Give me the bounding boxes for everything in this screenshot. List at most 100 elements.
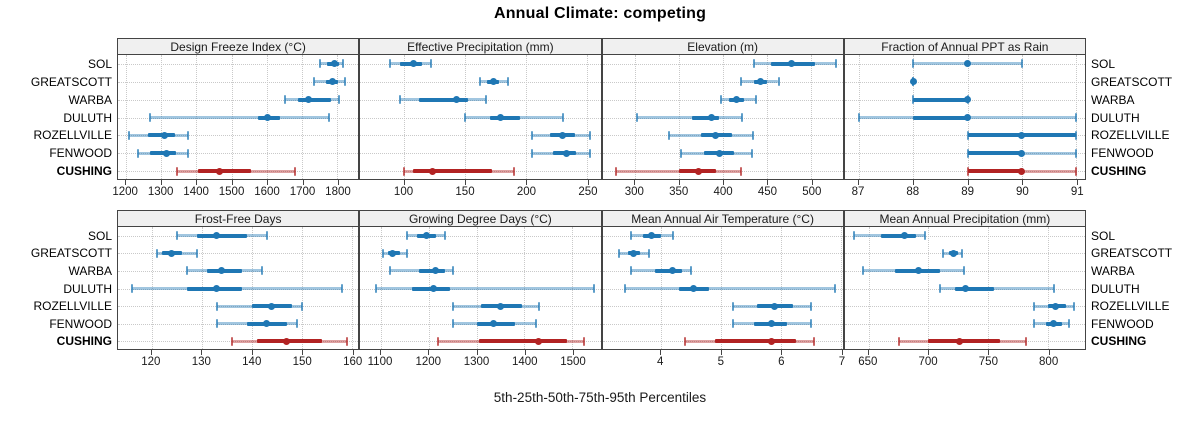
median-dot-50th bbox=[559, 131, 567, 139]
x-axis: 300 350 400 450 500 bbox=[602, 180, 844, 206]
horizontal-gridline bbox=[602, 253, 843, 255]
x-axis-tick-label: 1800 bbox=[325, 186, 351, 198]
x-axis-tick-mark bbox=[781, 350, 783, 355]
median-dot-50th bbox=[716, 149, 724, 157]
median-dot-50th bbox=[961, 285, 969, 292]
horizontal-gridline bbox=[360, 306, 601, 308]
whisker-cap-95th bbox=[506, 77, 509, 87]
x-axis-tick-label: 800 bbox=[1039, 356, 1059, 368]
whisker-cap-5th bbox=[941, 248, 944, 258]
interquartile-bar-25-75 bbox=[654, 268, 682, 273]
row2-left-labels: SOL GREATSCOTT WARBA DULUTH ROZELLVILLE FENWO… bbox=[0, 227, 112, 350]
x-axis-tick-mark bbox=[465, 180, 466, 185]
panel-plot-area bbox=[359, 55, 602, 180]
horizontal-gridline bbox=[844, 135, 1085, 137]
whisker-cap-95th bbox=[195, 248, 198, 258]
category-label-cushing: CUSHING bbox=[56, 164, 112, 179]
vertical-gridline bbox=[126, 55, 128, 179]
horizontal-gridline bbox=[602, 306, 843, 308]
panel-plot-area bbox=[843, 55, 1086, 180]
vertical-gridline bbox=[660, 227, 662, 349]
whisker-cap-95th bbox=[535, 319, 538, 329]
horizontal-gridline bbox=[360, 253, 601, 255]
row2-right-labels: SOL GREATSCOTT WARBA DULUTH ROZELLVILLE FENWO… bbox=[1091, 227, 1200, 350]
interquartile-bar-25-75 bbox=[913, 115, 968, 120]
panel-design-freeze-index-c: Design Freeze Index (°C) 1200 1300 1400 1500… bbox=[112, 38, 360, 208]
panel-plot-area bbox=[601, 55, 844, 180]
whisker-cap-95th bbox=[1020, 59, 1023, 69]
whisker-cap-95th bbox=[406, 248, 409, 258]
x-axis-tick-mark bbox=[634, 180, 636, 185]
median-dot-50th bbox=[453, 96, 461, 104]
median-dot-50th bbox=[708, 114, 716, 121]
median-dot-50th bbox=[428, 167, 436, 175]
interquartile-bar-25-75 bbox=[196, 233, 247, 238]
vertical-gridline bbox=[1047, 227, 1049, 349]
x-axis-tick-label: 350 bbox=[669, 186, 689, 198]
horizontal-gridline bbox=[118, 153, 359, 155]
horizontal-gridline bbox=[360, 235, 601, 237]
median-dot-50th bbox=[489, 320, 497, 328]
x-axis-tick-label: 89 bbox=[961, 186, 975, 198]
interquartile-bar-25-75 bbox=[714, 339, 796, 344]
median-dot-50th bbox=[901, 232, 908, 240]
horizontal-gridline bbox=[844, 253, 1085, 255]
x-axis-tick-mark bbox=[231, 180, 233, 185]
category-label-cushing: CUSHING bbox=[1091, 164, 1147, 179]
whisker-cap-95th bbox=[444, 231, 447, 241]
whisker-cap-5th bbox=[176, 166, 179, 176]
x-axis-tick-mark bbox=[403, 180, 405, 185]
interquartile-bar-25-75 bbox=[478, 339, 568, 344]
median-dot-50th bbox=[1051, 302, 1059, 310]
vertical-gridline bbox=[301, 55, 303, 179]
x-axis-tick-mark bbox=[1022, 180, 1024, 185]
vertical-gridline bbox=[161, 55, 163, 179]
whisker-cap-5th bbox=[912, 59, 915, 69]
whisker-cap-95th bbox=[647, 248, 650, 258]
median-dot-50th bbox=[630, 249, 638, 257]
x-axis: 87 88 89 90 91 bbox=[844, 180, 1086, 206]
median-dot-50th bbox=[950, 249, 958, 257]
x-axis-tick-mark bbox=[302, 350, 304, 355]
panel-effective-precipitation-mm: Effective Precipitation (mm) 100 150 200 250 bbox=[359, 38, 602, 208]
whisker-cap-5th bbox=[437, 336, 440, 346]
horizontal-gridline bbox=[118, 323, 359, 325]
whisker-cap-95th bbox=[751, 130, 754, 140]
category-label-greatscott: GREATSCOTT bbox=[1091, 74, 1173, 89]
whisker-cap-5th bbox=[382, 248, 385, 258]
whisker-cap-5th bbox=[451, 301, 454, 311]
whisker-cap-95th bbox=[537, 301, 540, 311]
whisker-cap-5th bbox=[667, 130, 670, 140]
whisker-cap-95th bbox=[345, 336, 348, 346]
whisker-cap-95th bbox=[834, 59, 837, 69]
x-axis-tick-mark bbox=[302, 180, 304, 185]
x-axis-tick-label: 1200 bbox=[415, 356, 442, 368]
median-dot-50th bbox=[964, 114, 972, 121]
whisker-cap-5th bbox=[679, 148, 682, 158]
horizontal-gridline bbox=[118, 99, 359, 101]
vertical-gridline bbox=[231, 55, 233, 179]
whisker-cap-5th bbox=[127, 130, 130, 140]
x-axis: 120 130 140 150 160 bbox=[117, 350, 362, 376]
x-axis-tick-label: 87 bbox=[851, 186, 865, 198]
whisker-cap-95th bbox=[293, 166, 296, 176]
whisker-cap-95th bbox=[588, 130, 591, 140]
category-label-duluth: DULUTH bbox=[1091, 110, 1140, 125]
category-label-sol: SOL bbox=[87, 228, 112, 243]
x-axis: 650 700 750 800 bbox=[844, 350, 1086, 376]
whisker-cap-95th bbox=[751, 148, 754, 158]
median-dot-50th bbox=[429, 285, 437, 292]
vertical-gridline bbox=[196, 55, 198, 179]
whisker-cap-5th bbox=[731, 319, 734, 329]
category-label-fenwood: FENWOOD bbox=[1091, 146, 1154, 161]
x-axis-tick-mark bbox=[337, 180, 339, 185]
horizontal-gridline bbox=[602, 235, 843, 237]
x-axis-tick-label: 7 bbox=[838, 356, 846, 368]
whisker-cap-5th bbox=[731, 301, 734, 311]
horizontal-gridline bbox=[602, 99, 843, 101]
x-axis-tick-label: 250 bbox=[578, 186, 598, 198]
figure-title: Annual Climate: competing bbox=[493, 5, 707, 22]
x-axis: 100 150 200 250 bbox=[359, 180, 601, 206]
vertical-gridline bbox=[404, 55, 406, 179]
